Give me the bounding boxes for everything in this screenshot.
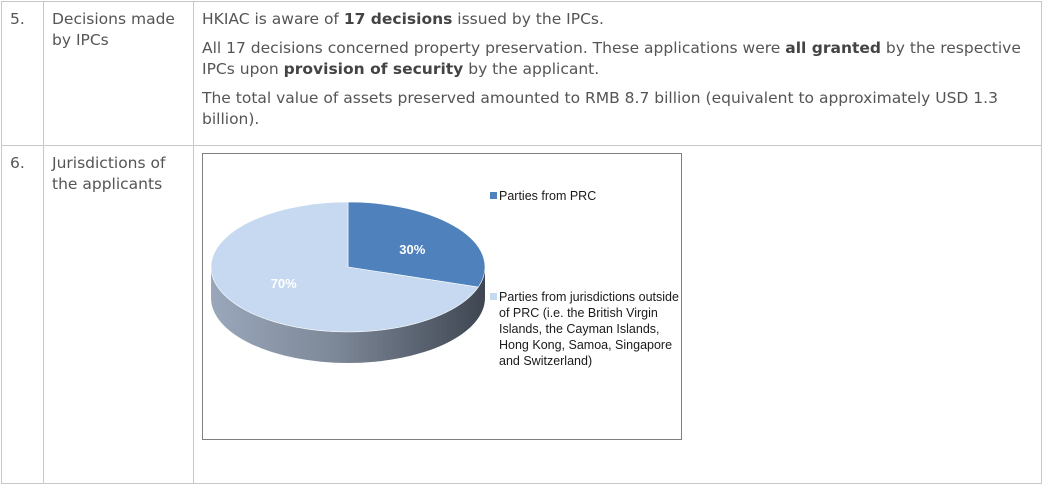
text-run: issued by the IPCs. [452,10,604,28]
table-row: 6. Jurisdictions of the applicants 30% 70… [1,145,1042,484]
row-label-cell: Jurisdictions of the applicants [43,145,194,484]
paragraph: HKIAC is aware of 17 decisions issued by… [202,9,1033,30]
paragraph: The total value of assets preserved amou… [202,88,1033,130]
pie-slice [347,201,486,288]
legend-label: Parties from jurisdictions outside of PR… [499,290,679,368]
pie-data-label: 70% [271,276,297,291]
row-label: Jurisdictions of the applicants [52,154,166,193]
bold-text: provision of security [283,60,464,78]
pie-chart-svg: 30% 70% [210,201,486,363]
table-row: 5. Decisions made by IPCs HKIAC is aware… [1,1,1042,146]
row-number-cell: 6. [1,145,44,484]
decisions-description: HKIAC is aware of 17 decisions issued by… [194,2,1041,145]
row-content-cell: 30% 70% Parties from PRC Parties from jur… [193,145,1042,484]
legend-item-outside-prc: Parties from jurisdictions outside of PR… [490,289,679,369]
row-number: 5. [10,10,25,28]
row-number: 6. [10,154,25,172]
row-label-cell: Decisions made by IPCs [43,1,194,146]
legend-swatch [490,293,497,300]
bold-text: all granted [785,39,881,57]
pie-data-label: 30% [399,242,425,257]
legend-item-prc: Parties from PRC [490,188,679,204]
text-run: The total value of assets preserved amou… [202,89,998,128]
row-content-cell: HKIAC is aware of 17 decisions issued by… [193,1,1042,146]
text-run: HKIAC is aware of [202,10,344,28]
paragraph: All 17 decisions concerned property pres… [202,38,1033,80]
bold-text: 17 decisions [343,10,453,28]
pie-slice [210,201,479,333]
legend-swatch [490,192,497,199]
jurisdictions-pie-chart: 30% 70% Parties from PRC Parties from jur… [202,153,682,440]
text-run: All 17 decisions concerned property pres… [202,39,786,57]
legend-label: Parties from PRC [499,189,597,203]
text-run: by the respective IPCs upon [202,39,1021,78]
row-label: Decisions made by IPCs [52,10,175,49]
row-number-cell: 5. [1,1,44,146]
pie-side-wall [211,267,485,363]
text-run: by the applicant. [463,60,600,78]
